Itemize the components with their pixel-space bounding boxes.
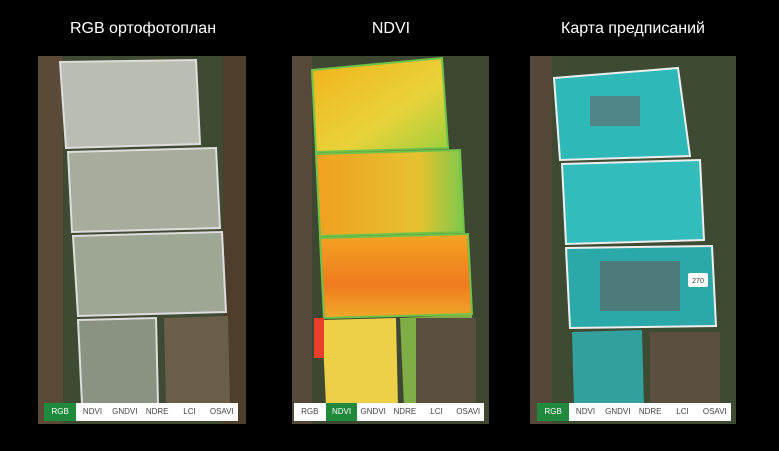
tab[interactable]: LCI bbox=[676, 407, 689, 416]
panel-title: RGB ортофотоплан bbox=[69, 20, 217, 37]
tab[interactable]: NDVI bbox=[82, 407, 103, 416]
tab[interactable]: LCI bbox=[183, 407, 196, 416]
tab-bar: RGB NDVI GNDVI NDRE LCI OSAVI bbox=[44, 403, 238, 421]
tab[interactable]: NDRE bbox=[393, 407, 417, 416]
tab[interactable]: GNDVI bbox=[605, 407, 631, 416]
tab[interactable]: NDVI bbox=[325, 403, 358, 421]
tab[interactable]: RGB bbox=[301, 407, 319, 416]
tab[interactable]: GNDVI bbox=[112, 407, 138, 416]
ndvi-map bbox=[292, 56, 489, 424]
tab[interactable]: OSAVI bbox=[456, 407, 481, 416]
tab[interactable]: OSAVI bbox=[702, 407, 727, 416]
rgb-map bbox=[38, 56, 246, 424]
tab[interactable]: NDRE bbox=[638, 407, 662, 416]
tab[interactable]: GNDVI bbox=[360, 407, 386, 416]
tab[interactable]: LCI bbox=[430, 407, 443, 416]
marker-label: 270 bbox=[692, 278, 704, 285]
tab[interactable]: RGB bbox=[537, 403, 570, 421]
marker-box bbox=[688, 273, 708, 287]
tab-bar: RGB NDVI GNDVI NDRE LCI OSAVI bbox=[294, 403, 484, 421]
tab[interactable]: NDVI bbox=[575, 407, 596, 416]
tab[interactable]: NDRE bbox=[145, 407, 169, 416]
prescription-map: 270 bbox=[530, 56, 736, 424]
tab[interactable]: RGB bbox=[44, 403, 77, 421]
panel-title: NDVI bbox=[371, 20, 411, 37]
tab[interactable]: OSAVI bbox=[209, 407, 234, 416]
tab-bar: RGB NDVI GNDVI NDRE LCI OSAVI bbox=[537, 403, 731, 421]
panel-title: Карта предписаний bbox=[561, 20, 705, 37]
